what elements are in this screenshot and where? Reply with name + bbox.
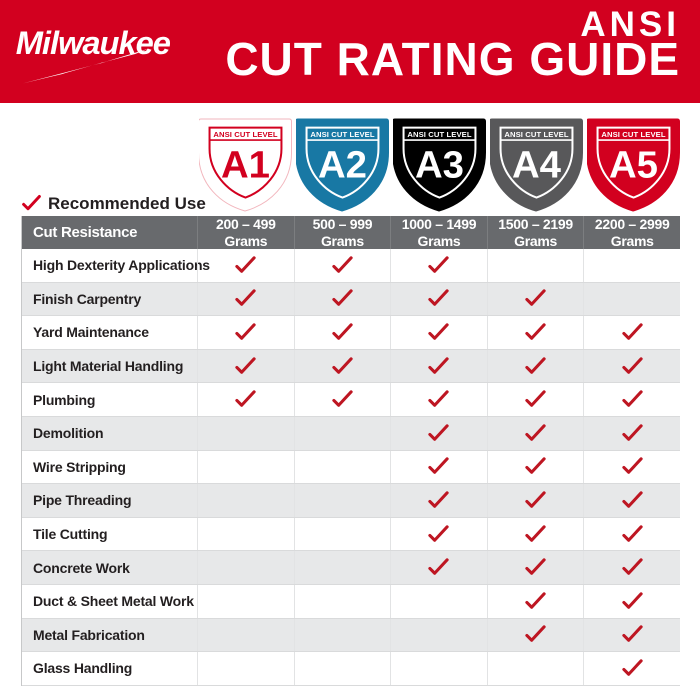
svg-text:A4: A4 bbox=[512, 143, 562, 186]
svg-text:ANSI CUT LEVEL: ANSI CUT LEVEL bbox=[601, 130, 666, 139]
svg-text:ANSI CUT LEVEL: ANSI CUT LEVEL bbox=[310, 130, 375, 139]
svg-text:ANSI CUT LEVEL: ANSI CUT LEVEL bbox=[504, 130, 569, 139]
svg-text:Milwaukee: Milwaukee bbox=[16, 24, 171, 61]
svg-text:A2: A2 bbox=[318, 143, 367, 186]
svg-text:ANSI CUT LEVEL: ANSI CUT LEVEL bbox=[407, 130, 472, 139]
svg-text:A3: A3 bbox=[415, 143, 464, 186]
svg-text:A1: A1 bbox=[221, 143, 270, 186]
svg-text:ANSI CUT LEVEL: ANSI CUT LEVEL bbox=[213, 130, 278, 139]
svg-text:A5: A5 bbox=[609, 143, 658, 186]
